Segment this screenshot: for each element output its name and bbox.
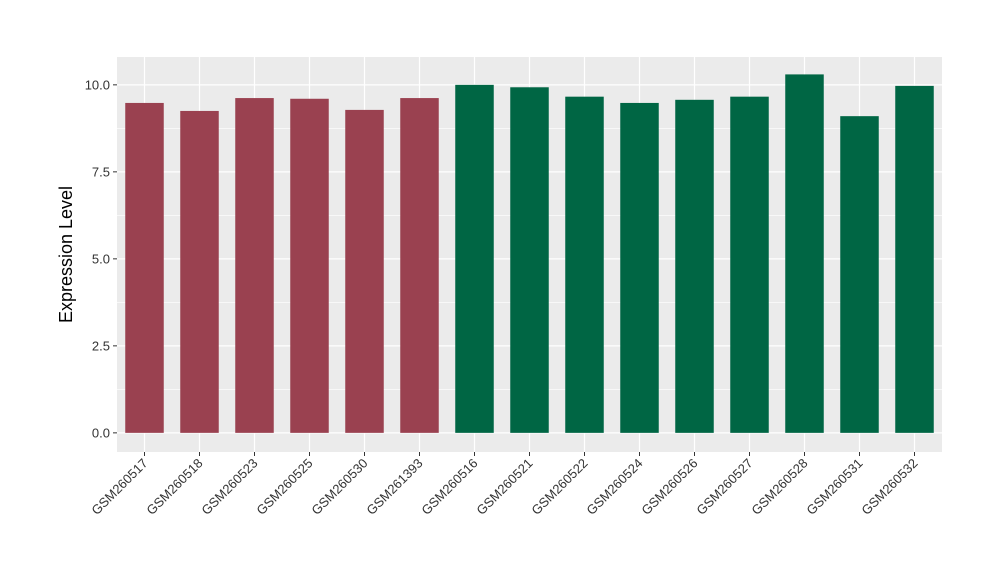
y-tick-label: 10.0 [85, 77, 110, 92]
x-tick-label: GSM260522 [528, 456, 590, 518]
bar-GSM260522 [565, 96, 604, 433]
y-axis-title: Expression Level [56, 186, 76, 323]
bars [125, 74, 934, 433]
bar-GSM260523 [235, 98, 274, 433]
x-tick-label: GSM261393 [363, 456, 425, 518]
x-tick-label: GSM260521 [473, 456, 535, 518]
bar-GSM260525 [290, 98, 329, 433]
bar-GSM260516 [455, 84, 494, 433]
x-tick-label: GSM260524 [583, 456, 645, 518]
bar-GSM260517 [125, 102, 164, 433]
x-axis: GSM260517GSM260518GSM260523GSM260525GSM2… [88, 452, 921, 518]
bar-GSM261393 [400, 98, 439, 433]
y-tick-label: 5.0 [92, 251, 110, 266]
bar-GSM260528 [785, 74, 824, 433]
bar-GSM260527 [730, 96, 769, 433]
x-tick-label: GSM260523 [198, 456, 260, 518]
x-tick-label: GSM260517 [88, 456, 150, 518]
y-tick-label: 7.5 [92, 164, 110, 179]
bar-GSM260532 [895, 85, 934, 433]
bar-GSM260526 [675, 99, 714, 433]
bar-GSM260530 [345, 109, 384, 433]
bar-GSM260524 [620, 102, 659, 433]
x-tick-label: GSM260532 [858, 456, 920, 518]
x-tick-label: GSM260531 [803, 456, 865, 518]
bar-GSM260531 [840, 116, 879, 433]
bar-GSM260518 [180, 110, 219, 433]
y-tick-label: 0.0 [92, 425, 110, 440]
x-tick-label: GSM260527 [693, 456, 755, 518]
y-axis: 0.0 2.5 5.0 7.5 10.0 [85, 77, 117, 440]
x-tick-label: GSM260528 [748, 456, 810, 518]
bar-GSM260521 [510, 87, 549, 433]
x-tick-label: GSM260530 [308, 456, 370, 518]
y-tick-label: 2.5 [92, 338, 110, 353]
x-tick-label: GSM260526 [638, 456, 700, 518]
x-tick-label: GSM260518 [143, 456, 205, 518]
x-tick-label: GSM260516 [418, 456, 480, 518]
x-tick-label: GSM260525 [253, 456, 315, 518]
